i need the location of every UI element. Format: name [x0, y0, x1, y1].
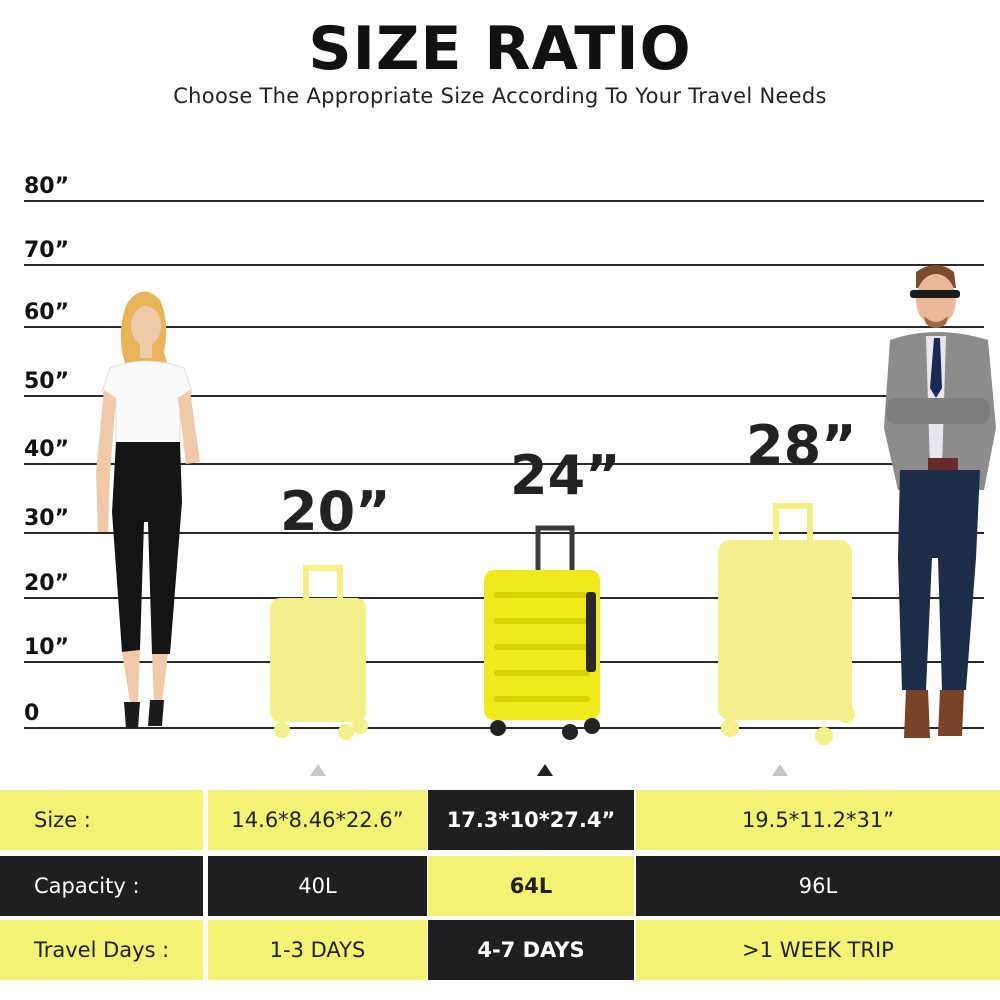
table-cell: 17.3*10*27.4”: [428, 790, 634, 850]
tick-label: 60”: [24, 300, 70, 325]
table-row-capacity: Capacity : 40L 64L 96L: [0, 856, 1000, 916]
gridline: [24, 395, 984, 397]
table-cell: 19.5*11.2*31”: [636, 790, 1000, 850]
gridline: [24, 326, 984, 328]
page-title: SIZE RATIO: [308, 14, 692, 84]
suitcase-28-pointer: [772, 764, 788, 776]
tick-label: 10”: [24, 635, 70, 660]
gridline: [24, 532, 984, 534]
gridline: [24, 264, 984, 266]
table-row-size: Size : 14.6*8.46*22.6” 17.3*10*27.4” 19.…: [0, 790, 1000, 850]
table-cell: 64L: [428, 856, 634, 916]
suitcase-20-label: 20”: [280, 480, 391, 543]
suitcase-20-pointer: [310, 764, 326, 776]
table-cell: 1-3 DAYS: [208, 920, 427, 980]
tick-label: 70”: [24, 238, 70, 263]
gridline: [24, 463, 984, 465]
tick-label: 30”: [24, 506, 70, 531]
gridline: [24, 200, 984, 202]
row-label: Size :: [0, 790, 203, 850]
row-label: Capacity :: [0, 856, 203, 916]
tick-label: 20”: [24, 571, 70, 596]
tick-label: 80”: [24, 174, 70, 199]
suitcase-20[interactable]: [266, 562, 370, 742]
suitcase-28[interactable]: [716, 502, 856, 746]
table-cell: 96L: [636, 856, 1000, 916]
page-subtitle: Choose The Appropriate Size According To…: [173, 84, 827, 108]
row-label: Travel Days :: [0, 920, 203, 980]
suitcase-24[interactable]: [480, 522, 610, 746]
table-cell: 14.6*8.46*22.6”: [208, 790, 427, 850]
woman-figure: [96, 291, 200, 728]
table-cell: 4-7 DAYS: [428, 920, 634, 980]
suitcase-24-label: 24”: [510, 444, 621, 507]
tick-label: 50”: [24, 369, 70, 394]
table-cell: 40L: [208, 856, 427, 916]
tick-label: 0: [24, 701, 40, 726]
tick-label: 40”: [24, 437, 70, 462]
man-figure: [884, 265, 996, 738]
suitcase-24-pointer: [537, 764, 553, 776]
suitcase-28-label: 28”: [746, 414, 857, 477]
table-cell: >1 WEEK TRIP: [636, 920, 1000, 980]
table-row-travel-days: Travel Days : 1-3 DAYS 4-7 DAYS >1 WEEK …: [0, 920, 1000, 980]
